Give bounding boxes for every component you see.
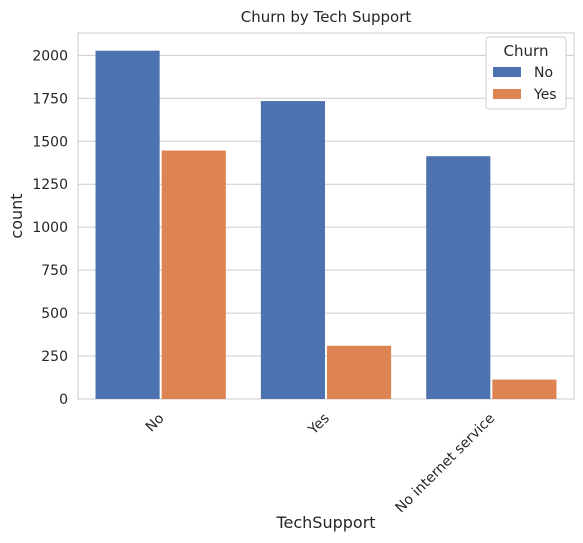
y-tick-label: 500 [41,306,68,322]
bar-no-yes [161,150,226,399]
bar-no-no [95,50,160,399]
x-axis-label: TechSupport [275,513,375,532]
legend-swatch-no [493,67,521,77]
x-tick-label: No internet service [392,411,498,517]
legend-title: Churn [504,42,549,60]
x-tick-label: No [143,411,168,436]
y-tick-label: 1250 [32,177,68,193]
legend-label-no: No [534,65,553,81]
legend-swatch-yes [493,89,521,99]
legend-label-yes: Yes [533,87,557,103]
y-ticks: 0 250 500 750 1000 1250 1500 1750 2000 [32,48,68,408]
bar-no-internet-service-no [426,156,491,399]
y-tick-label: 1000 [32,220,68,236]
y-tick-label: 1500 [32,134,68,150]
y-tick-label: 750 [41,263,68,279]
y-axis-label: count [7,193,26,238]
chart-title: Churn by Tech Support [241,8,412,26]
x-ticks: No Yes No internet service [143,411,498,517]
x-tick-label: Yes [305,411,333,439]
bars [95,50,557,399]
y-tick-label: 2000 [32,48,68,64]
legend: Churn No Yes [485,36,567,110]
y-tick-label: 0 [59,392,68,408]
y-tick-label: 250 [41,349,68,365]
y-tick-label: 1750 [32,91,68,107]
bar-yes-yes [327,345,392,399]
bar-yes-no [260,101,325,399]
bar-no-internet-service-yes [492,379,557,399]
